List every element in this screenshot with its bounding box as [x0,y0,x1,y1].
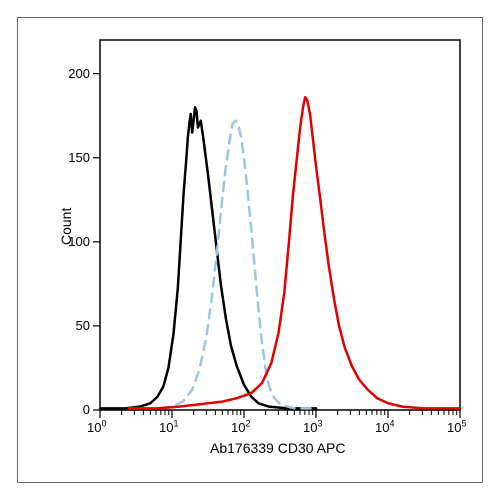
ytick-label: 50 [76,318,90,333]
plot-area [100,40,460,410]
figure-root: 050100150200100101102103104105CountAb176… [0,0,500,500]
series-red [129,97,460,408]
xtick-label: 102 [231,420,250,435]
xtick-label: 103 [303,420,322,435]
xtick-label: 104 [375,420,394,435]
ytick-label: 200 [68,66,90,81]
xtick-label: 101 [159,420,178,435]
xtick-label: 100 [87,420,106,435]
series-black [100,107,316,408]
chart-svg [100,40,460,410]
ytick-label: 150 [68,150,90,165]
xtick-label: 105 [447,420,466,435]
y-axis-label: Count [58,208,74,245]
axis-frame [100,40,460,410]
ytick-label: 0 [83,402,90,417]
x-axis-label: Ab176339 CD30 APC [210,440,345,456]
